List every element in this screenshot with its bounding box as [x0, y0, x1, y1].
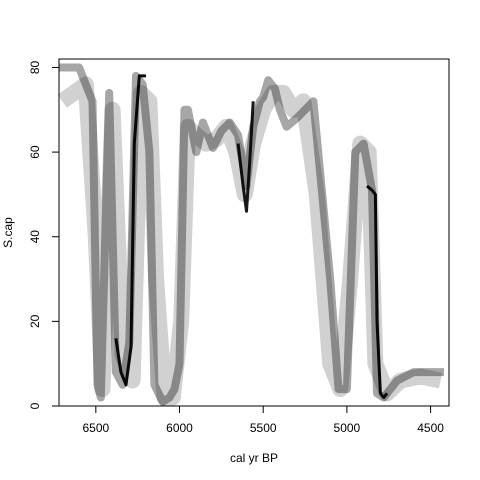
series-layer [57, 63, 444, 406]
x-axis: 6500 6000 5500 5000 4500 [82, 405, 444, 435]
y-tick-label: 20 [28, 314, 42, 328]
x-tick-label: 6500 [82, 421, 109, 435]
y-tick-label: 40 [28, 230, 42, 244]
series-line-5 [57, 76, 443, 406]
series-line-1 [114, 74, 146, 387]
x-tick-label: 4500 [417, 421, 444, 435]
x-tick-label: 6000 [166, 421, 193, 435]
series-line-4 [59, 63, 444, 406]
series-line-2 [236, 101, 255, 213]
y-tick-label: 60 [28, 145, 42, 159]
x-tick-label: 5000 [334, 421, 361, 435]
x-tick-label: 5500 [250, 421, 277, 435]
x-axis-label: cal yr BP [230, 451, 278, 465]
y-axis: 0 20 40 60 80 [28, 60, 60, 409]
series-line-3 [366, 184, 389, 399]
y-tick-label: 80 [28, 60, 42, 74]
y-axis-label: S.cap [1, 217, 15, 248]
y-tick-label: 0 [28, 402, 42, 409]
